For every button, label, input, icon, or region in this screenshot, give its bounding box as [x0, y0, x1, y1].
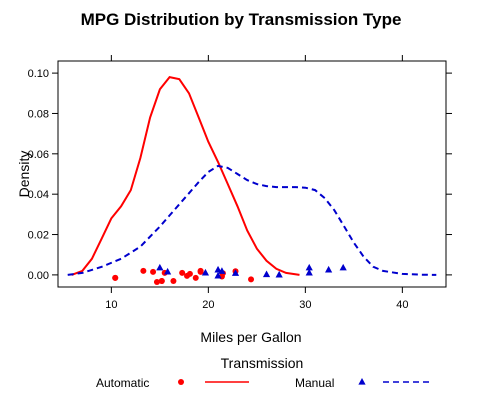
- density-curves: [67, 75, 437, 276]
- legend-title: Transmission: [221, 355, 304, 371]
- legend: Automatic Manual: [96, 376, 429, 390]
- point-automatic: [158, 277, 165, 284]
- rug-points: [112, 263, 347, 285]
- point-manual: [201, 268, 210, 276]
- point-manual: [231, 269, 240, 276]
- point-automatic: [192, 274, 199, 281]
- density-line-automatic: [71, 75, 300, 276]
- point-automatic: [186, 270, 193, 277]
- point-automatic: [153, 278, 160, 285]
- y-tick-label-0: 0.00: [28, 270, 49, 282]
- point-automatic: [248, 276, 255, 283]
- point-manual: [262, 270, 271, 278]
- point-manual: [305, 263, 313, 271]
- point-automatic: [112, 274, 119, 281]
- legend-label-manual: Manual: [295, 376, 334, 390]
- legend-marker-circle: [178, 379, 184, 385]
- y-axis-ticks: 0.00 0.02 0.04 0.06 0.08 0.10: [28, 68, 452, 282]
- chart-title: MPG Distribution by Transmission Type: [81, 10, 402, 29]
- x-axis-ticks: 10 20 30 40: [105, 55, 408, 311]
- point-automatic: [150, 268, 157, 275]
- legend-marker-triangle: [358, 378, 366, 385]
- plot-frame: [57, 60, 447, 288]
- point-manual: [305, 268, 313, 276]
- point-manual: [164, 267, 172, 275]
- y-tick-label-5: 0.10: [28, 68, 49, 80]
- point-manual: [214, 265, 222, 273]
- density-line-manual: [67, 164, 437, 276]
- point-manual: [214, 271, 222, 279]
- point-automatic: [170, 277, 177, 284]
- point-automatic: [179, 269, 186, 276]
- x-tick-label-30: 30: [299, 299, 311, 311]
- y-tick-label-3: 0.06: [28, 149, 49, 161]
- point-manual: [275, 270, 283, 278]
- y-tick-label-1: 0.02: [28, 230, 49, 242]
- point-automatic: [140, 267, 147, 274]
- x-axis-title: Miles per Gallon: [200, 329, 301, 345]
- point-automatic: [197, 267, 204, 274]
- x-tick-label-40: 40: [396, 299, 408, 311]
- legend-label-automatic: Automatic: [96, 376, 149, 390]
- point-manual: [339, 263, 347, 271]
- point-manual: [156, 263, 164, 271]
- y-axis-title: Density: [16, 151, 32, 198]
- y-tick-label-2: 0.04: [28, 189, 49, 201]
- y-tick-label-4: 0.08: [28, 108, 49, 120]
- point-manual: [325, 265, 333, 273]
- x-tick-label-20: 20: [202, 299, 214, 311]
- point-manual: [218, 267, 226, 274]
- x-tick-label-10: 10: [105, 299, 117, 311]
